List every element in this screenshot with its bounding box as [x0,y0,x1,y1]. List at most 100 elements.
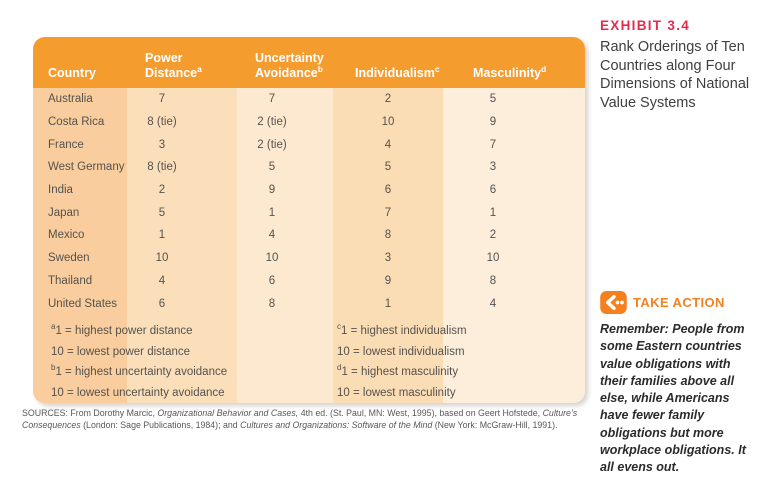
table-row: France 3 2 (tie) 4 7 [33,133,585,156]
footnote: 10 = lowest individualism [337,342,585,363]
country-cell: Mexico [48,229,85,242]
footnote: a1 = highest power distance [51,321,337,342]
band-masculinity [443,88,585,403]
header-line1: Uncertainty [255,51,324,65]
table-row: Sweden 10 10 3 10 [33,247,585,270]
power-distance-cell: 7 [158,93,166,106]
table-footnotes: a1 = highest power distance 10 = lowest … [33,315,585,403]
band-country [33,88,127,403]
table-row: Mexico 1 4 8 2 [33,224,585,247]
masculinity-cell: 10 [486,252,500,265]
footnote-text: 1 = highest uncertainty avoidance [55,366,228,379]
masculinity-cell: 9 [489,116,497,129]
uncertainty-avoidance-cell: 1 [268,206,276,219]
exhibit-table: Country Power Distancea Uncertainty Avoi… [33,37,585,403]
uncertainty-avoidance-cell: 2 (tie) [257,116,287,129]
uncertainty-avoidance-cell: 2 (tie) [257,138,287,151]
masculinity-cell: 5 [489,93,497,106]
footnote: b1 = highest uncertainty avoidance [51,362,337,383]
power-distance-cell: 10 [155,252,169,265]
uncertainty-avoidance-cell: 8 [268,297,276,310]
table-row: West Germany 8 (tie) 5 5 3 [33,156,585,179]
footnote: 10 = lowest power distance [51,342,337,363]
footnote-text: 10 = lowest uncertainty avoidance [51,387,225,400]
footnote-marker: b [51,363,56,373]
footnote: c1 = highest individualism [337,321,585,342]
header-line2: Avoidanceb [255,63,323,80]
individualism-cell: 3 [384,252,392,265]
column-header-power-distance: Power Distancea [127,51,237,80]
column-header-individualism: Individualismc [333,63,443,81]
take-action-header: TAKE ACTION [600,291,758,314]
country-cell: Japan [48,206,80,219]
power-distance-cell: 2 [158,184,166,197]
power-distance-cell: 4 [158,274,166,287]
footnote-text: 1 = highest power distance [55,324,193,337]
uncertainty-avoidance-cell: 4 [268,229,276,242]
country-cell: Sweden [48,252,90,265]
header-line2: Country [48,65,96,80]
take-action-label: TAKE ACTION [633,295,725,310]
footnote: 10 = lowest uncertainty avoidance [51,383,337,403]
footnote: d1 = highest masculinity [337,362,585,383]
footnote-text: 10 = lowest individualism [337,345,465,358]
footnotes-right: c1 = highest individualism 10 = lowest i… [337,321,585,403]
uncertainty-avoidance-cell: 9 [268,184,276,197]
power-distance-cell: 8 (tie) [147,116,177,129]
individualism-cell: 5 [384,161,392,174]
column-header-country: Country [33,66,127,81]
masculinity-cell: 6 [489,184,497,197]
column-bands [33,88,585,403]
masculinity-cell: 1 [489,206,497,219]
power-distance-cell: 1 [158,229,166,242]
footnote-marker: d [337,363,342,373]
footnote-text: 10 = lowest masculinity [337,387,456,400]
take-action-box: TAKE ACTION Remember: People from some E… [600,291,758,477]
footnote-text: 1 = highest masculinity [341,366,459,379]
table-body: Australia 7 7 2 5 Costa Rica 8 (tie) 2 (… [33,88,585,315]
footnotes-left: a1 = highest power distance 10 = lowest … [33,321,337,403]
masculinity-cell: 4 [489,297,497,310]
band-uncertainty-avoidance [237,88,333,403]
masculinity-cell: 8 [489,274,497,287]
exhibit-title: Rank Orderings of Ten Countries along Fo… [600,39,750,111]
column-footnote-marker: c [434,63,440,74]
footnote: 10 = lowest masculinity [337,383,585,403]
masculinity-cell: 2 [489,229,497,242]
individualism-cell: 9 [384,274,392,287]
individualism-cell: 7 [384,206,392,219]
footnote-text: 1 = highest individualism [341,324,467,337]
take-action-text: Remember: People from some Eastern count… [600,322,746,475]
country-cell: Thailand [48,274,93,287]
header-line1: Power [145,51,183,65]
individualism-cell: 8 [384,229,392,242]
header-line2: Individualismc [355,63,440,80]
individualism-cell: 10 [381,116,395,129]
country-cell: Costa Rica [48,116,105,129]
power-distance-cell: 5 [158,206,166,219]
individualism-cell: 1 [384,297,392,310]
header-line2: Distancea [145,63,202,80]
individualism-cell: 6 [384,184,392,197]
country-cell: France [48,138,84,151]
power-distance-cell: 3 [158,138,166,151]
uncertainty-avoidance-cell: 7 [268,93,276,106]
table-row: United States 6 8 1 4 [33,292,585,315]
power-distance-cell: 6 [158,297,166,310]
band-individualism [333,88,443,403]
country-cell: Australia [48,93,93,106]
individualism-cell: 2 [384,93,392,106]
sources-citation: SOURCES: From Dorothy Marcic, Organizati… [22,408,578,430]
masculinity-cell: 7 [489,138,497,151]
column-footnote-marker: b [317,63,323,74]
footnote-marker: c [337,322,341,332]
power-distance-cell: 8 (tie) [147,161,177,174]
table-row: Japan 5 1 7 1 [33,201,585,224]
table-row: Thailand 4 6 9 8 [33,270,585,293]
table-header-row: Country Power Distancea Uncertainty Avoi… [33,37,585,88]
uncertainty-avoidance-cell: 6 [268,274,276,287]
band-power-distance [127,88,237,403]
country-cell: United States [48,297,118,310]
table-row: Australia 7 7 2 5 [33,88,585,111]
